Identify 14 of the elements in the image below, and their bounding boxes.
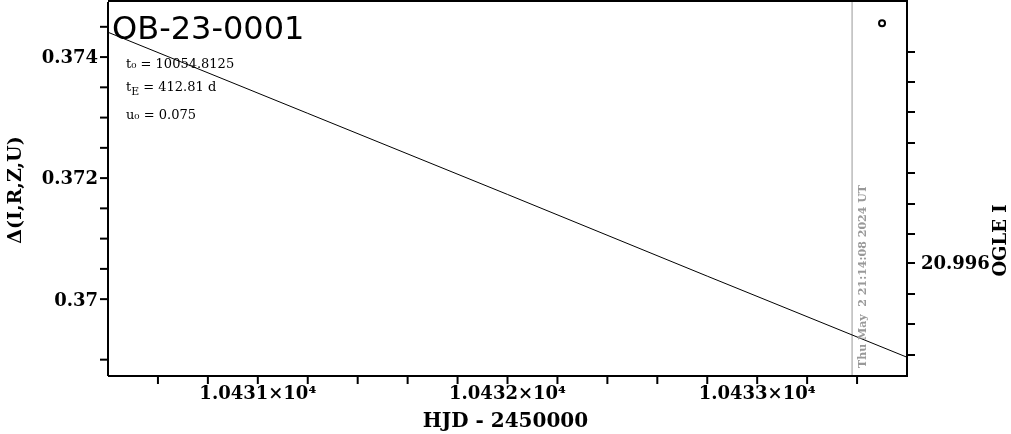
annotation: t$_{E}$ = 412.81 d <box>126 78 217 100</box>
text: 20.996 <box>921 252 990 273</box>
chart-title: OB-23-0001 <box>112 9 305 47</box>
x-tick-label: 1.0432×10⁴ <box>449 381 567 403</box>
y-tick-label: 0.37 <box>54 288 98 310</box>
y-axis-title: Δ(I,R,Z,U) <box>3 136 26 244</box>
y-tick-label: 0.372 <box>41 167 98 189</box>
x-tick-label: 1.0433×10⁴ <box>698 381 816 403</box>
x-axis-title: HJD - 2450000 <box>421 408 590 432</box>
annotation: u₀ = 0.075 <box>126 105 196 124</box>
y2-axis-title: OGLE I <box>988 203 1010 277</box>
annotation: Thu May 2 21:14:08 2024 UT <box>856 184 870 368</box>
x-tick-label: 1.0431×10⁴ <box>199 381 317 403</box>
y-tick-label: 0.374 <box>41 46 98 68</box>
